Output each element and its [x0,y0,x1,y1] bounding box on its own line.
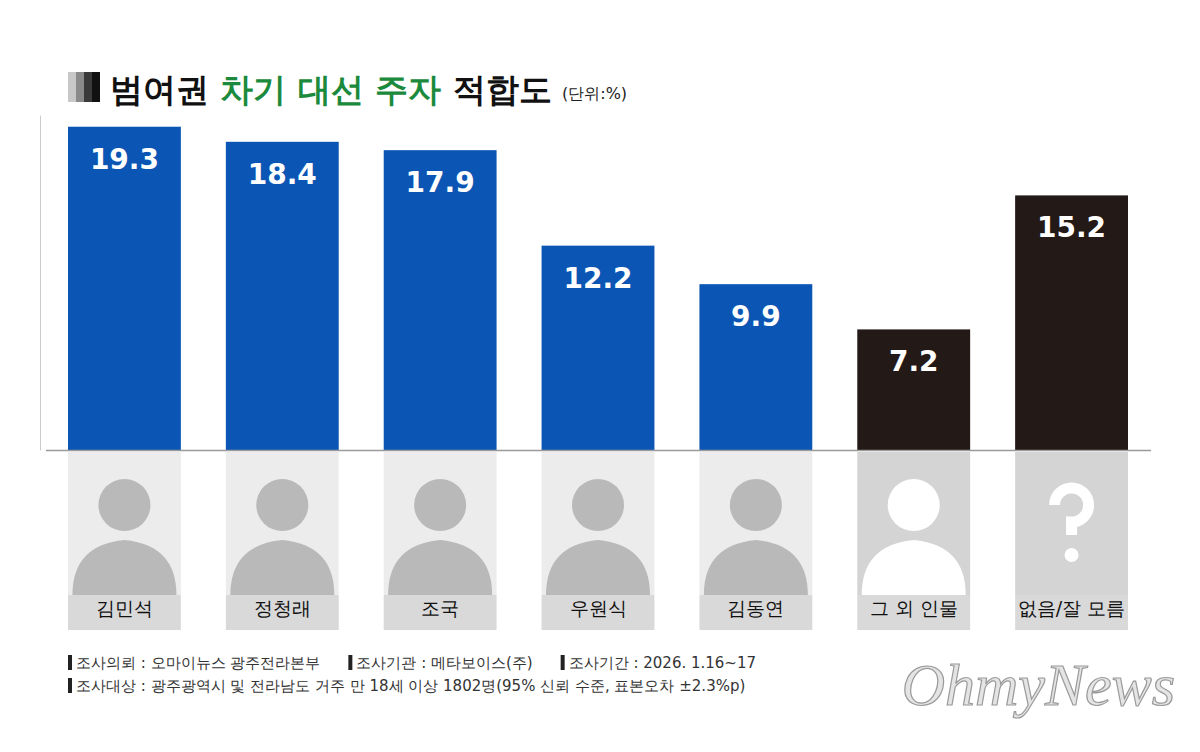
baseline [46,450,1151,452]
x-tick: 김동연 [727,450,784,619]
bars [68,127,1128,450]
footnote: 조사의뢰 : 오마이뉴스 광주전라본부 [76,654,320,672]
x-tick: 우원식 [570,450,627,619]
portrait-head [98,479,150,531]
portrait-background [384,452,497,595]
portrait-background [699,452,812,595]
title-word: 주자 [364,70,442,109]
title-word: 범여권 [110,70,209,109]
footnote-marker [348,655,352,670]
x-tick: 김민석 [96,450,153,619]
portraits [68,452,1128,630]
portrait-background [68,452,181,595]
title-icon-part [84,72,93,102]
portrait-background [857,452,970,595]
portrait-body [72,540,176,595]
category-label: 우원식 [570,597,627,619]
footnotes: 조사의뢰 : 오마이뉴스 광주전라본부 조사기관 : 메타보이스(주) 조사기간 :… [68,654,756,695]
data-label: 9.9 [731,300,781,333]
footnote: 조사기간 : 2026. 1.16~17 [569,654,756,672]
category-label: 없음/잘 모름 [1018,597,1125,619]
footnote: 조사대상 : 광주광역시 및 전라남도 거주 만 18세 이상 1802명(95… [76,677,745,695]
data-label: 12.2 [563,262,632,295]
label-box [226,595,339,630]
label-box [68,595,181,630]
data-label: 17.9 [406,166,475,199]
bar [226,142,339,450]
y-axis-line [40,116,41,451]
title-icon [68,72,100,102]
label-box [384,595,497,630]
category-label: 정청래 [254,597,311,619]
title-word: 차기 [209,70,287,109]
chart: 범여권 차기 대선 주자 적합도 (단위:%) 김민석 정청래 조국 우원식 김동연 그 외 … [0,0,1200,752]
label-box [699,595,812,630]
portrait-background [1015,452,1128,595]
title-word: 대선 [287,70,365,109]
footnote-marker [68,655,72,670]
bar [68,127,181,450]
portrait-head [256,479,308,531]
portrait-head [414,479,466,531]
label-box [1015,595,1128,630]
credit: OhmyNews [902,652,1175,718]
portrait-body [862,540,966,595]
category-label: 조국 [421,597,459,619]
bar [542,246,655,450]
title-icon-part [76,72,85,102]
portrait-body [388,540,492,595]
category-label: 김동연 [727,597,784,619]
y-axis [40,116,41,451]
title-word: 적합도 [442,70,553,109]
question-icon [1055,488,1089,535]
label-box [857,595,970,630]
bar [384,150,497,450]
bar [1015,195,1128,450]
title-icon-part [68,72,77,102]
category-label: 김민석 [96,597,153,619]
x-tick: 조국 [421,450,459,619]
x-axis: 김민석 정청래 조국 우원식 김동연 그 외 인물 없음/잘 모름 [46,450,1151,619]
portrait-head [572,479,624,531]
data-label: 15.2 [1037,211,1106,244]
bar [857,329,970,450]
title: 범여권 차기 대선 주자 적합도 [110,70,552,109]
data-label: 19.3 [90,143,159,176]
data-label: 18.4 [248,158,317,191]
footnote: 조사기관 : 메타보이스(주) [356,654,532,672]
portrait-background [226,452,339,595]
footnote-marker [68,678,72,693]
portrait-body [230,540,334,595]
x-tick: 정청래 [254,450,311,619]
footnote-marker [561,655,565,670]
portrait-body [704,540,808,595]
data-labels: 19.3 18.4 17.9 12.2 9.9 7.2 15.2 [90,143,1106,379]
label-box [542,595,655,630]
portrait-background [542,452,655,595]
category-label: 그 외 인물 [870,597,958,619]
title-icon-part [92,72,100,102]
portrait-head [888,479,940,531]
subtitle: (단위:%) [562,84,627,103]
question-icon-dot [1065,548,1079,562]
x-tick: 없음/잘 모름 [1018,450,1125,619]
x-tick: 그 외 인물 [870,450,958,619]
portrait-body [546,540,650,595]
portrait-head [730,479,782,531]
data-label: 7.2 [889,345,939,378]
bar [699,284,812,450]
